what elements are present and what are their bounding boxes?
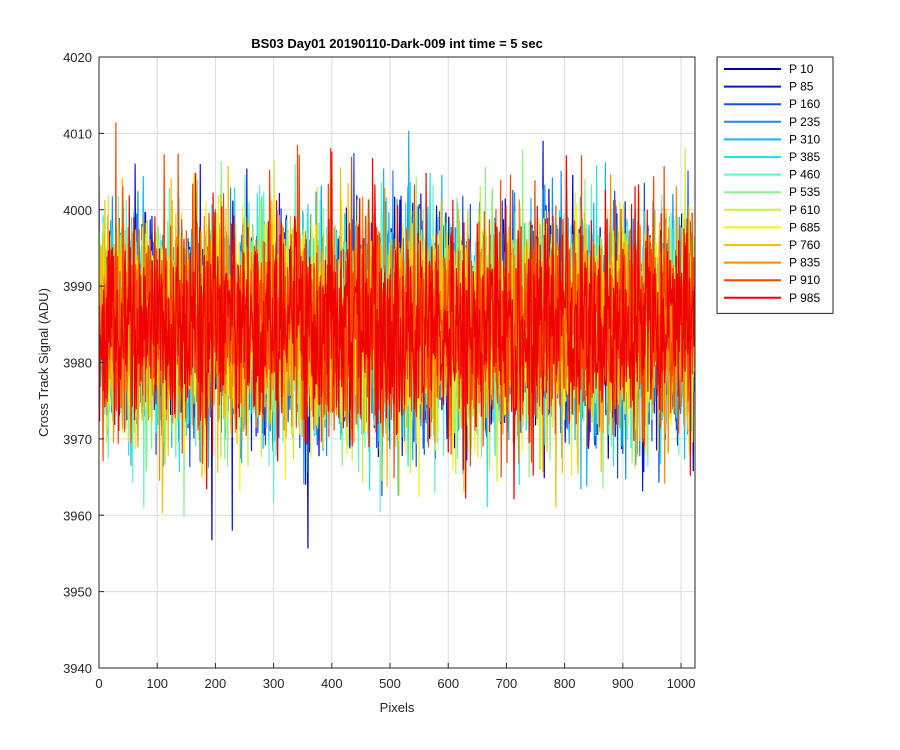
x-tick-label: 600: [437, 676, 459, 691]
y-tick-label: 3940: [63, 661, 92, 676]
y-axis-label: Cross Track Signal (ADU): [36, 288, 51, 437]
x-tick-label: 700: [496, 676, 518, 691]
chart-title: BS03 Day01 20190110-Dark-009 int time = …: [251, 36, 543, 51]
x-tick-label: 500: [379, 676, 401, 691]
legend-label: P 610: [789, 203, 820, 217]
legend-label: P 460: [789, 168, 820, 182]
y-tick-label: 4000: [63, 203, 92, 218]
x-tick-label: 300: [263, 676, 285, 691]
x-tick-label: 200: [205, 676, 227, 691]
y-tick-label: 3980: [63, 356, 92, 371]
y-axis: 3940 3950 3960 3970 3980 3990 4000 4010 4020: [63, 50, 104, 676]
x-tick-label: 900: [612, 676, 634, 691]
y-tick-label: 3970: [63, 432, 92, 447]
x-axis: 0 100 200 300 400 500 600 700 800 900 1000: [95, 663, 695, 691]
x-tick-label: 0: [95, 676, 102, 691]
y-tick-label: 3950: [63, 585, 92, 600]
legend-label: P 985: [789, 291, 820, 305]
series-lines: [99, 122, 695, 549]
legend-label: P 760: [789, 238, 820, 252]
x-tick-label: 800: [554, 676, 576, 691]
legend-label: P 310: [789, 132, 820, 146]
legend-label: P 235: [789, 115, 820, 129]
legend-label: P 10: [789, 62, 814, 76]
x-tick-label: 400: [321, 676, 343, 691]
y-tick-label: 3960: [63, 508, 92, 523]
legend-label: P 535: [789, 185, 820, 199]
series-line-p985: [99, 151, 695, 500]
legend-label: P 685: [789, 220, 820, 234]
y-tick-label: 4020: [63, 50, 92, 65]
y-tick-label: 4010: [63, 126, 92, 141]
y-tick-label: 3990: [63, 279, 92, 294]
legend-label: P 835: [789, 256, 820, 270]
legend-label: P 385: [789, 150, 820, 164]
x-tick-label: 100: [146, 676, 168, 691]
legend-label: P 160: [789, 97, 820, 111]
x-axis-label: Pixels: [380, 700, 415, 715]
legend-label: P 85: [789, 80, 814, 94]
legend-box: [716, 56, 834, 314]
x-tick-label: 1000: [667, 676, 696, 691]
legend-label: P 910: [789, 273, 820, 287]
legend: P 10 P 85 P 160 P 235 P 310 P 385 P 460 P 535 P …: [716, 56, 834, 314]
